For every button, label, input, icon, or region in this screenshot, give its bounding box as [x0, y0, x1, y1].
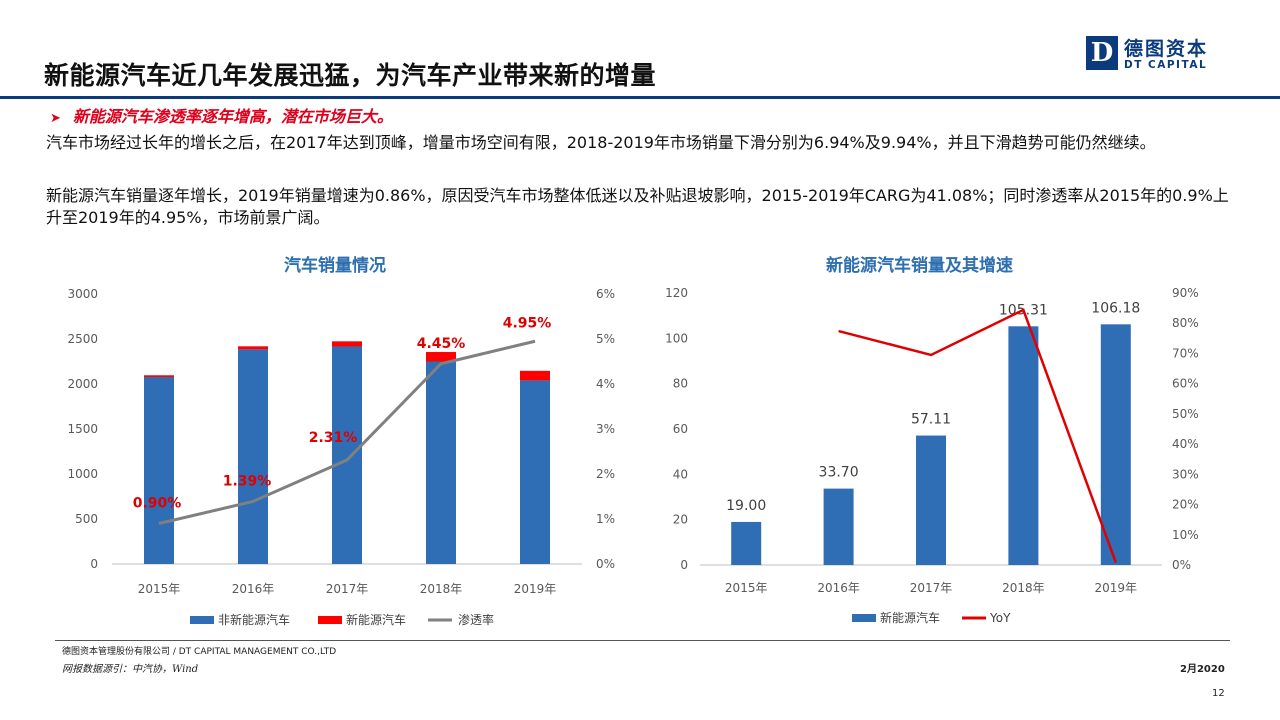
- chart1-data-label: 4.95%: [503, 315, 552, 331]
- chart2-right-tick-label: 90%: [1172, 286, 1199, 300]
- chart1-bar-non-nev: [238, 349, 268, 564]
- chart1-legend-nev: 新能源汽车: [346, 612, 406, 627]
- chart1-data-label: 4.45%: [417, 336, 466, 352]
- chart1-bar-nev: [238, 346, 268, 350]
- chart1-left-tick-label: 1000: [67, 467, 98, 481]
- chart2-bar-nev: [823, 488, 854, 565]
- chart1-category-label: 2015年: [138, 582, 181, 596]
- chart1-legend-swatch-non-nev: [190, 616, 214, 624]
- chart2-right-tick-label: 50%: [1172, 407, 1199, 421]
- chart2-right-tick-label: 0%: [1172, 558, 1191, 572]
- footer-company: 德图资本管理股份有限公司 / DT CAPITAL MANAGEMENT CO.…: [62, 647, 337, 657]
- page-number: 12: [1212, 688, 1225, 699]
- chart1-left-tick-label: 0: [90, 557, 98, 571]
- chart2-legend-swatch-nev: [852, 614, 876, 622]
- chart2-left-tick-label: 80: [673, 377, 688, 391]
- chart2-legend-nev: 新能源汽车: [880, 610, 940, 625]
- chart1-category-label: 2017年: [326, 582, 369, 596]
- chart2-right-tick-label: 30%: [1172, 467, 1199, 481]
- chart2-right-tick-label: 60%: [1172, 377, 1199, 391]
- chart1-bar-nev: [144, 375, 174, 377]
- chart2-right-tick-label: 40%: [1172, 437, 1199, 451]
- chart2-bar-nev: [916, 435, 946, 565]
- chart2-bar-nev: [731, 521, 762, 565]
- logo-name-en: DT CAPITAL: [1124, 59, 1208, 71]
- chart2-data-label: 19.00: [726, 498, 766, 514]
- chart2-right-tick-label: 20%: [1172, 498, 1199, 512]
- chart1-left-tick-label: 500: [75, 512, 98, 526]
- chart1-left-tick-label: 3000: [67, 287, 98, 301]
- chart2-category-label: 2019年: [1095, 581, 1138, 595]
- chart1-title: 汽车销量情况: [284, 256, 386, 276]
- logo-name-cn: 德图资本: [1124, 38, 1209, 60]
- chart1-bar-nev: [332, 341, 362, 347]
- title-divider: [0, 96, 1280, 99]
- footer-source: 网报数据源引：中汽协，Wind: [62, 664, 199, 675]
- chart2-data-label: 57.11: [911, 412, 951, 428]
- chart2-category-label: 2018年: [1002, 581, 1045, 595]
- chart2-yoy-line: [838, 308, 1117, 563]
- chart1-penetration-line: [158, 339, 536, 525]
- chart2-left-tick-label: 100: [665, 331, 688, 345]
- chart1-bar-non-nev: [144, 376, 174, 564]
- chart1-right-tick-label: 1%: [596, 512, 615, 526]
- chart1-legend-non-nev: 非新能源汽车: [218, 612, 290, 627]
- chart1-bar-nev: [520, 370, 550, 381]
- chart2-right-tick-label: 70%: [1172, 346, 1199, 360]
- chart1-bar-non-nev: [426, 361, 456, 564]
- paragraph-market: 汽车市场经过长年的增长之后，在2017年达到顶峰，增量市场空间有限，2018-2…: [46, 133, 1156, 152]
- chart2-right-tick-label: 80%: [1172, 316, 1199, 330]
- chart1-data-label: 2.31%: [309, 430, 358, 446]
- bullet-text: 新能源汽车渗透率逐年增高，潜在市场巨大。: [72, 107, 393, 126]
- chart1-legend-penetration: 渗透率: [458, 612, 494, 627]
- chart2-category-label: 2016年: [817, 581, 860, 595]
- chart1-category-label: 2018年: [420, 582, 463, 596]
- chart2-left-tick-label: 0: [680, 558, 688, 572]
- chart2-legend-yoy: YoY: [989, 611, 1011, 625]
- chart1-legend-swatch-nev: [318, 616, 342, 624]
- chart2-left-tick-label: 40: [673, 467, 688, 481]
- chart2-left-tick-label: 120: [665, 286, 688, 300]
- page-title: 新能源汽车近几年发展迅猛，为汽车产业带来新的增量: [44, 61, 657, 90]
- chart1-data-label: 0.90%: [133, 496, 182, 512]
- chart1-category-label: 2019年: [514, 582, 557, 596]
- chart1-right-tick-label: 5%: [596, 332, 615, 346]
- footer-date: 2月2020: [1180, 664, 1225, 675]
- chart2-data-label: 33.70: [819, 465, 859, 481]
- chart2-left-tick-label: 60: [673, 422, 688, 436]
- chart1-left-tick-label: 1500: [67, 422, 98, 436]
- chart1-bar-nev: [426, 352, 456, 362]
- chart1-category-label: 2016年: [232, 582, 275, 596]
- chart2-bar-nev: [1008, 326, 1039, 565]
- chart1-bar-non-nev: [520, 380, 550, 564]
- chart1-left-tick-label: 2500: [67, 332, 98, 346]
- chart1-data-label: 1.39%: [223, 473, 272, 489]
- paragraph-nev: 新能源汽车销量逐年增长，2019年销量增速为0.86%，原因受汽车市场整体低迷以…: [46, 186, 1229, 227]
- chart2-data-label: 106.18: [1091, 300, 1140, 316]
- chart1-right-tick-label: 2%: [596, 467, 615, 481]
- chart1-right-tick-label: 6%: [596, 287, 615, 301]
- chart2-left-tick-label: 20: [673, 513, 688, 527]
- chart1-right-tick-label: 4%: [596, 377, 615, 391]
- company-logo: D 德图资本 DT CAPITAL: [1086, 36, 1226, 72]
- highlight-bullet: ➤ 新能源汽车渗透率逐年增高，潜在市场巨大。: [50, 103, 393, 127]
- chart1-right-tick-label: 3%: [596, 422, 615, 436]
- chart1-left-tick-label: 2000: [67, 377, 98, 391]
- chart2-category-label: 2015年: [725, 581, 768, 595]
- footer-divider: [55, 640, 1230, 641]
- chart2-bar-nev: [1100, 324, 1131, 565]
- chart2-right-tick-label: 10%: [1172, 528, 1199, 542]
- chart1-bar-non-nev: [332, 346, 362, 564]
- chart2-title: 新能源汽车销量及其增速: [826, 256, 1013, 276]
- arrow-bullet-icon: ➤: [50, 111, 61, 126]
- chart2-category-label: 2017年: [910, 581, 953, 595]
- logo-mark: D: [1086, 36, 1118, 70]
- chart1-right-tick-label: 0%: [596, 557, 615, 571]
